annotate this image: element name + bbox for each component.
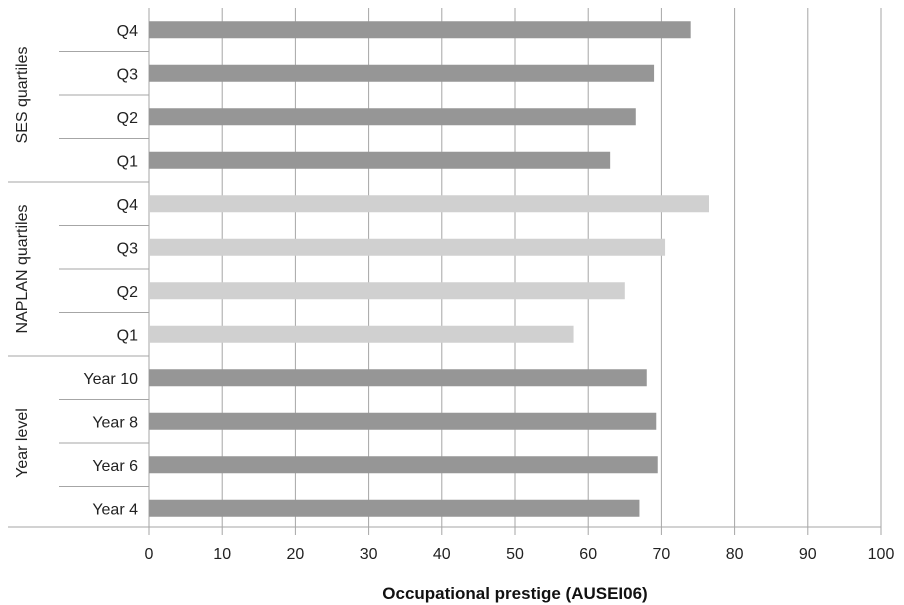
bar [149, 325, 574, 343]
x-tick-label: 20 [287, 546, 305, 563]
bar [149, 238, 666, 256]
category-label: Q1 [117, 327, 138, 344]
category-label: Q4 [117, 197, 138, 214]
category-label: Q3 [117, 66, 138, 83]
x-tick-label: 60 [579, 546, 597, 563]
category-label: Q1 [117, 153, 138, 170]
x-tick-label: 100 [868, 546, 895, 563]
x-tick-label: 0 [145, 546, 154, 563]
group-label: Year level [14, 408, 31, 478]
x-tick-labels: 0 10 20 30 40 50 60 70 80 90 100 [145, 546, 895, 563]
category-label: Q2 [117, 284, 138, 301]
bar [149, 64, 655, 82]
bar [149, 151, 611, 169]
group-label: SES quartiles [14, 47, 31, 144]
bar [149, 195, 709, 213]
x-tick-label: 30 [360, 546, 378, 563]
bar [149, 108, 636, 126]
gridlines [148, 8, 882, 535]
bars [149, 21, 709, 517]
x-tick-label: 90 [799, 546, 817, 563]
x-tick-label: 80 [726, 546, 744, 563]
category-axis-frame [8, 51, 881, 528]
x-tick-label: 70 [653, 546, 671, 563]
x-axis-title: Occupational prestige (AUSEI06) [382, 584, 647, 603]
bar [149, 499, 640, 517]
x-tick-label: 10 [213, 546, 231, 563]
category-label: Year 6 [92, 458, 138, 475]
category-label: Q4 [117, 23, 138, 40]
bar [149, 369, 647, 387]
category-label: Year 10 [83, 371, 138, 388]
category-labels: Q4 Q3 Q2 Q1 SES quartiles Q4 Q3 Q2 Q1 NAPLAN quar… [14, 23, 138, 519]
bar [149, 282, 625, 300]
bar [149, 412, 657, 430]
category-label: Year 4 [92, 501, 138, 518]
group-label: NAPLAN quartiles [14, 205, 31, 334]
category-label: Q3 [117, 240, 138, 257]
x-tick-label: 50 [506, 546, 524, 563]
bar [149, 21, 691, 39]
category-label: Q2 [117, 110, 138, 127]
category-label: Year 8 [92, 414, 138, 431]
x-tick-label: 40 [433, 546, 451, 563]
bar [149, 456, 658, 474]
